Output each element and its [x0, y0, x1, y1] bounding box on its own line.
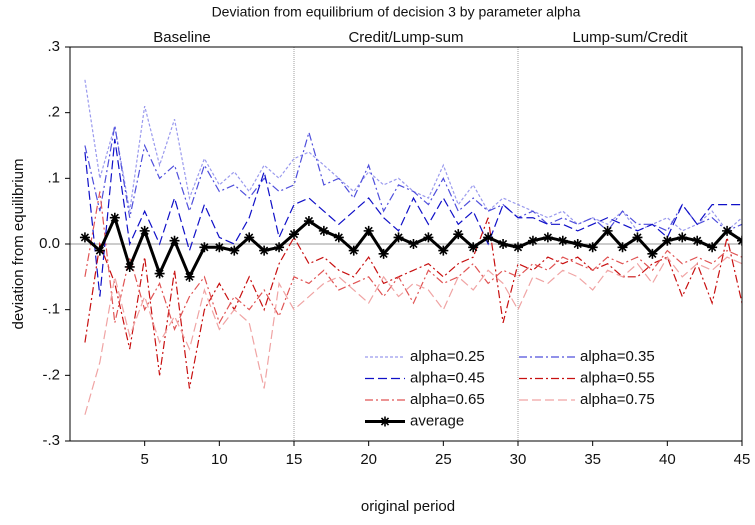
- series-line: [84, 256, 742, 415]
- x-tick-label: 45: [734, 451, 751, 468]
- marker: [124, 261, 135, 272]
- legend-label: alpha=0.65: [410, 391, 485, 408]
- marker: [527, 235, 538, 246]
- marker: [647, 248, 658, 259]
- marker: [692, 235, 703, 246]
- marker: [94, 245, 105, 256]
- marker: [169, 235, 180, 246]
- marker: [244, 232, 255, 243]
- y-tick-label: 0.0: [39, 235, 60, 252]
- marker: [438, 245, 449, 256]
- marker: [677, 232, 688, 243]
- legend-item: alpha=0.25: [365, 348, 485, 365]
- series: [84, 79, 742, 232]
- marker: [303, 216, 314, 227]
- y-axis-label: deviation from equilibrium: [10, 159, 27, 330]
- marker: [587, 242, 598, 253]
- x-tick-label: 40: [659, 451, 676, 468]
- legend-label: alpha=0.75: [580, 391, 655, 408]
- marker: [542, 232, 553, 243]
- series: [79, 212, 742, 282]
- legend-item: average: [365, 412, 464, 429]
- section-label: Baseline: [153, 29, 211, 46]
- y-tick-label: .3: [47, 38, 60, 55]
- marker: [229, 245, 240, 256]
- marker: [423, 232, 434, 243]
- marker: [617, 242, 628, 253]
- series: [84, 256, 742, 415]
- marker: [199, 242, 210, 253]
- marker: [468, 242, 479, 253]
- x-tick-label: 10: [211, 451, 228, 468]
- marker: [259, 245, 270, 256]
- marker: [557, 235, 568, 246]
- series-line: [84, 138, 742, 297]
- marker: [274, 242, 285, 253]
- y-tick-label: .2: [47, 104, 60, 121]
- series: [84, 138, 742, 297]
- marker: [380, 416, 390, 427]
- marker: [378, 248, 389, 259]
- marker: [722, 225, 733, 236]
- series-line: [84, 217, 742, 389]
- marker: [333, 232, 344, 243]
- marker: [453, 229, 464, 240]
- x-tick-label: 5: [140, 451, 148, 468]
- series-line: [84, 125, 742, 232]
- y-tick-label: -.3: [42, 432, 60, 449]
- legend-label: alpha=0.55: [580, 369, 655, 386]
- marker: [109, 212, 120, 223]
- legend-item: alpha=0.55: [519, 369, 655, 386]
- section-label: Credit/Lump-sum: [348, 29, 463, 46]
- marker: [154, 268, 165, 279]
- x-tick-label: 25: [435, 451, 452, 468]
- plot-frame: [69, 46, 743, 442]
- x-tick-label: 15: [286, 451, 303, 468]
- marker: [318, 225, 329, 236]
- marker: [184, 271, 195, 282]
- series: [84, 217, 742, 389]
- y-tick-label: -.1: [42, 301, 60, 318]
- legend-label: alpha=0.25: [410, 348, 485, 365]
- legend-item: alpha=0.75: [519, 391, 655, 408]
- x-axis-label: original period: [361, 498, 455, 515]
- y-tick-label: -.2: [42, 366, 60, 383]
- marker: [513, 242, 523, 253]
- series-line: [84, 191, 742, 332]
- marker: [139, 225, 150, 236]
- legend-item: alpha=0.35: [519, 348, 655, 365]
- x-tick-label: 35: [584, 451, 601, 468]
- series: [84, 191, 742, 332]
- marker: [363, 225, 374, 236]
- chart-title: Deviation from equilibrium of decision 3…: [212, 4, 581, 20]
- legend-label: alpha=0.45: [410, 369, 485, 386]
- marker: [348, 245, 359, 256]
- marker: [572, 239, 583, 249]
- marker: [408, 239, 419, 249]
- y-tick-label: .1: [47, 169, 60, 186]
- marker: [393, 232, 404, 243]
- legend-item: alpha=0.45: [365, 369, 485, 386]
- marker: [602, 225, 613, 236]
- x-tick-label: 30: [510, 451, 527, 468]
- marker: [214, 242, 225, 253]
- marker: [632, 232, 643, 243]
- x-tick-label: 20: [360, 451, 377, 468]
- marker: [707, 242, 718, 253]
- marker: [662, 235, 673, 246]
- marker: [498, 239, 509, 249]
- marker: [289, 229, 299, 240]
- legend-item: alpha=0.65: [365, 391, 485, 408]
- series: [84, 125, 742, 232]
- marker: [79, 232, 90, 243]
- section-label: Lump-sum/Credit: [572, 29, 688, 46]
- marker: [483, 232, 494, 243]
- legend-label: average: [410, 412, 464, 429]
- series-line: [84, 79, 742, 232]
- legend-label: alpha=0.35: [580, 348, 655, 365]
